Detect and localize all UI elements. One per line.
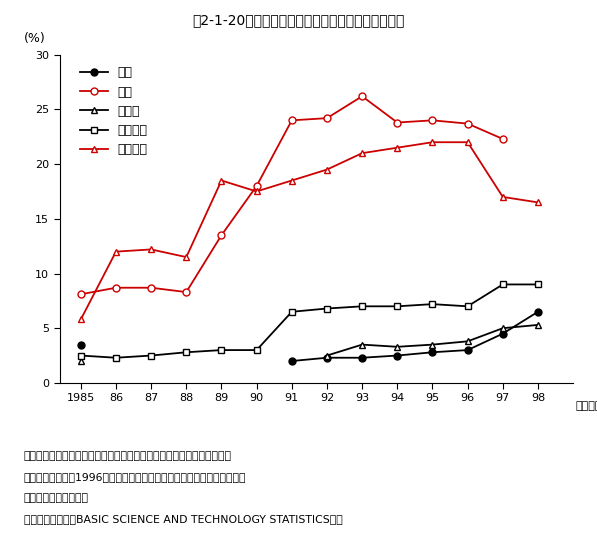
Line: 米国: 米国 — [78, 93, 506, 298]
フランス — [183, 349, 190, 356]
フランス — [253, 347, 260, 353]
フランス — [534, 281, 541, 288]
Line: イギリス: イギリス — [78, 139, 541, 323]
Legend: 日本, 米国, ドイツ, フランス, イギリス: 日本, 米国, ドイツ, フランス, イギリス — [75, 61, 153, 161]
フランス — [499, 281, 506, 288]
米国 — [77, 291, 84, 298]
イギリス — [253, 188, 260, 195]
米国 — [393, 119, 401, 126]
イギリス — [359, 150, 366, 156]
米国 — [464, 120, 471, 127]
Text: ２．日本は、1996年度よりソフトウェア業が新たに調査対象業種と: ２．日本は、1996年度よりソフトウェア業が新たに調査対象業種と — [24, 472, 247, 482]
フランス — [288, 309, 296, 315]
Line: フランス: フランス — [78, 281, 541, 361]
米国 — [359, 93, 366, 100]
フランス — [77, 352, 84, 359]
フランス — [429, 301, 436, 307]
米国 — [112, 284, 119, 291]
米国 — [147, 284, 155, 291]
イギリス — [77, 316, 84, 323]
イギリス — [499, 194, 506, 200]
米国 — [183, 289, 190, 295]
米国 — [218, 232, 225, 238]
イギリス — [218, 177, 225, 184]
Text: 注）１．国際比較を行うため、各国とも人文・社会科学を含めている。: 注）１．国際比較を行うため、各国とも人文・社会科学を含めている。 — [24, 451, 232, 461]
イギリス — [288, 177, 296, 184]
フランス — [112, 354, 119, 361]
フランス — [218, 347, 225, 353]
米国 — [324, 115, 331, 121]
イギリス — [183, 254, 190, 260]
Text: （年度）: （年度） — [576, 401, 597, 411]
Text: (%): (%) — [24, 32, 45, 45]
米国 — [499, 136, 506, 142]
フランス — [464, 303, 471, 310]
フランス — [359, 303, 366, 310]
Text: なっている。: なっている。 — [24, 493, 89, 503]
米国 — [253, 183, 260, 189]
イギリス — [324, 166, 331, 173]
フランス — [147, 352, 155, 359]
Text: 資料：ＯＥＣＤ「BASIC SCIENCE AND TECHNOLOGY STATISTICS」。: 資料：ＯＥＣＤ「BASIC SCIENCE AND TECHNOLOGY STA… — [24, 514, 343, 523]
米国 — [288, 117, 296, 124]
米国 — [429, 117, 436, 124]
イギリス — [534, 199, 541, 206]
イギリス — [147, 246, 155, 253]
イギリス — [464, 139, 471, 146]
フランス — [324, 305, 331, 312]
イギリス — [393, 144, 401, 151]
フランス — [393, 303, 401, 310]
イギリス — [112, 248, 119, 255]
イギリス — [429, 139, 436, 146]
Text: 第2-1-20図　研究費総額に占めるサービス業の割合: 第2-1-20図 研究費総額に占めるサービス業の割合 — [192, 14, 405, 28]
